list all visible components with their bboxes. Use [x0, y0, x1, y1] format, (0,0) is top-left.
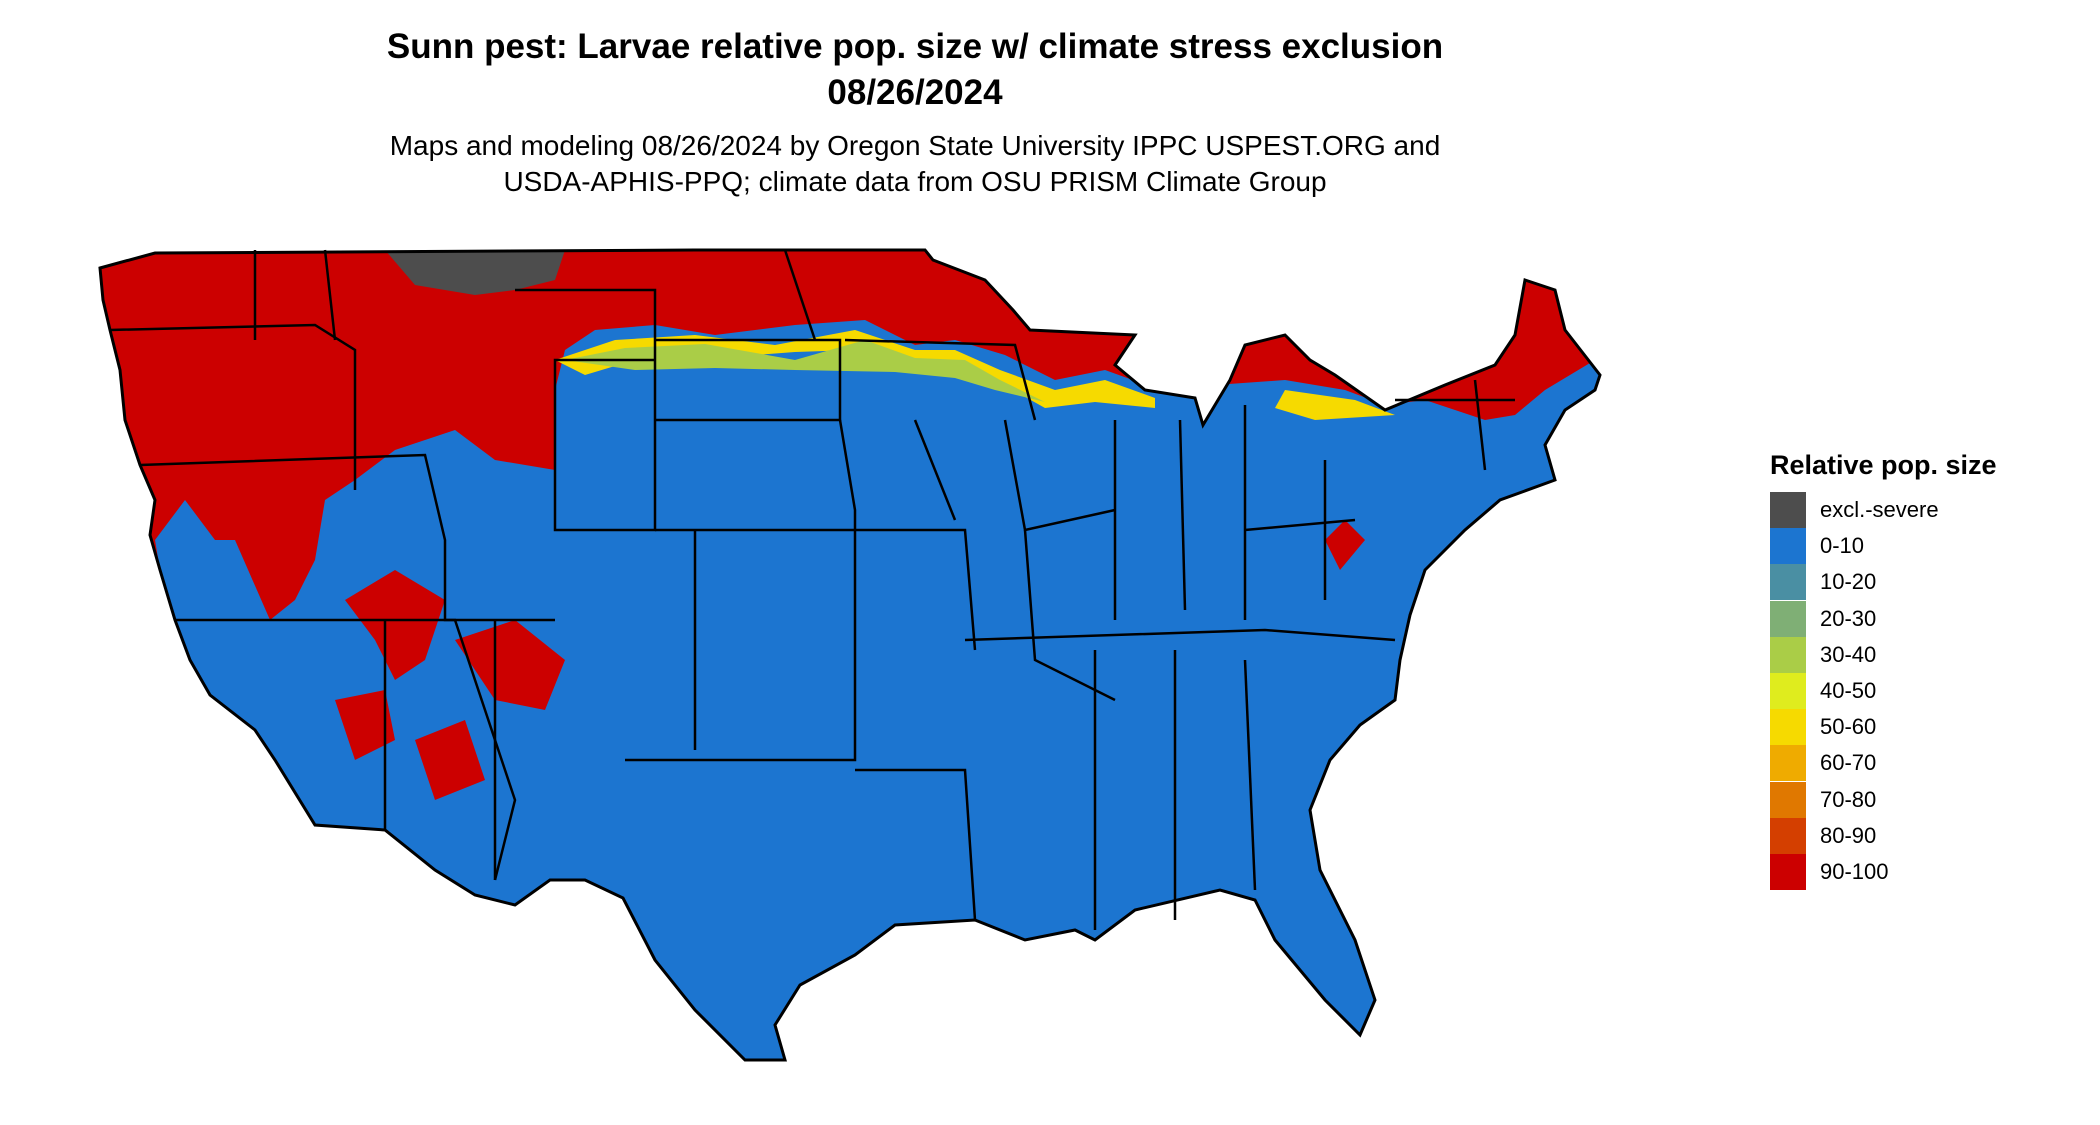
legend-item: excl.-severe	[1770, 492, 2070, 529]
legend-item: 70-80	[1770, 781, 2070, 818]
us-map-svg	[98, 248, 1602, 1062]
legend-item: 60-70	[1770, 745, 2070, 782]
state-boundaries	[109, 249, 1515, 930]
legend-swatch	[1770, 673, 1806, 710]
transition-band-30-40	[565, 340, 1045, 402]
legend-title: Relative pop. size	[1770, 450, 1997, 480]
legend-swatch	[1770, 709, 1806, 746]
legend-item: 0-10	[1770, 528, 2070, 565]
legend-swatch	[1770, 600, 1806, 637]
legend-label: excl.-severe	[1820, 497, 1939, 523]
legend-label: 10-20	[1820, 569, 1877, 595]
legend-item: 30-40	[1770, 636, 2070, 673]
excluded-severe-region	[385, 250, 565, 295]
us-map	[95, 240, 1745, 1120]
transition-band-ny	[1275, 390, 1395, 420]
mountain-patch-4	[415, 720, 485, 800]
mountain-patch-2	[455, 620, 565, 710]
legend-item: 50-60	[1770, 709, 2070, 746]
legend-item: 90-100	[1770, 853, 2070, 890]
legend-item: 20-30	[1770, 600, 2070, 637]
legend-swatch	[1770, 781, 1806, 818]
mountain-patch-3	[335, 690, 395, 760]
legend-label: 90-100	[1820, 858, 1889, 884]
legend-swatch	[1770, 636, 1806, 673]
national-outline	[98, 248, 1602, 1062]
map-subtitle-line-1: Maps and modeling 08/26/2024 by Oregon S…	[389, 130, 1441, 161]
legend-label: 0-10	[1820, 533, 1865, 559]
legend-item: 40-50	[1770, 673, 2070, 710]
legend-label: 30-40	[1820, 641, 1877, 667]
legend-label: 60-70	[1820, 750, 1877, 776]
legend-swatch	[1770, 745, 1806, 782]
legend-swatch	[1770, 853, 1806, 890]
legend-label: 50-60	[1820, 714, 1877, 740]
legend-swatch	[1770, 817, 1806, 854]
appalachian-patch	[1325, 520, 1365, 570]
legend-item: 10-20	[1770, 564, 2070, 601]
map-title: Sunn pest: Larvae relative pop. size w/ …	[386, 27, 1444, 66]
legend-item: 80-90	[1770, 817, 2070, 854]
legend-label: 20-30	[1820, 605, 1877, 631]
map-date: 08/26/2024	[827, 73, 1003, 112]
legend: Relative pop. size excl.-severe 0-10 10-20…	[1770, 448, 2070, 890]
legend-label: 40-50	[1820, 678, 1877, 704]
legend-label: 70-80	[1820, 786, 1877, 812]
mountain-patch-1	[345, 570, 445, 680]
legend-label: 80-90	[1820, 822, 1877, 848]
legend-swatch	[1770, 492, 1806, 529]
map-subtitle-line-2: USDA-APHIS-PPQ; climate data from OSU PR…	[503, 166, 1327, 197]
legend-swatch	[1770, 528, 1806, 565]
legend-items: excl.-severe 0-10 10-20 20-30 30-40 40-50 50-6…	[1770, 492, 2070, 890]
legend-swatch	[1770, 564, 1806, 601]
